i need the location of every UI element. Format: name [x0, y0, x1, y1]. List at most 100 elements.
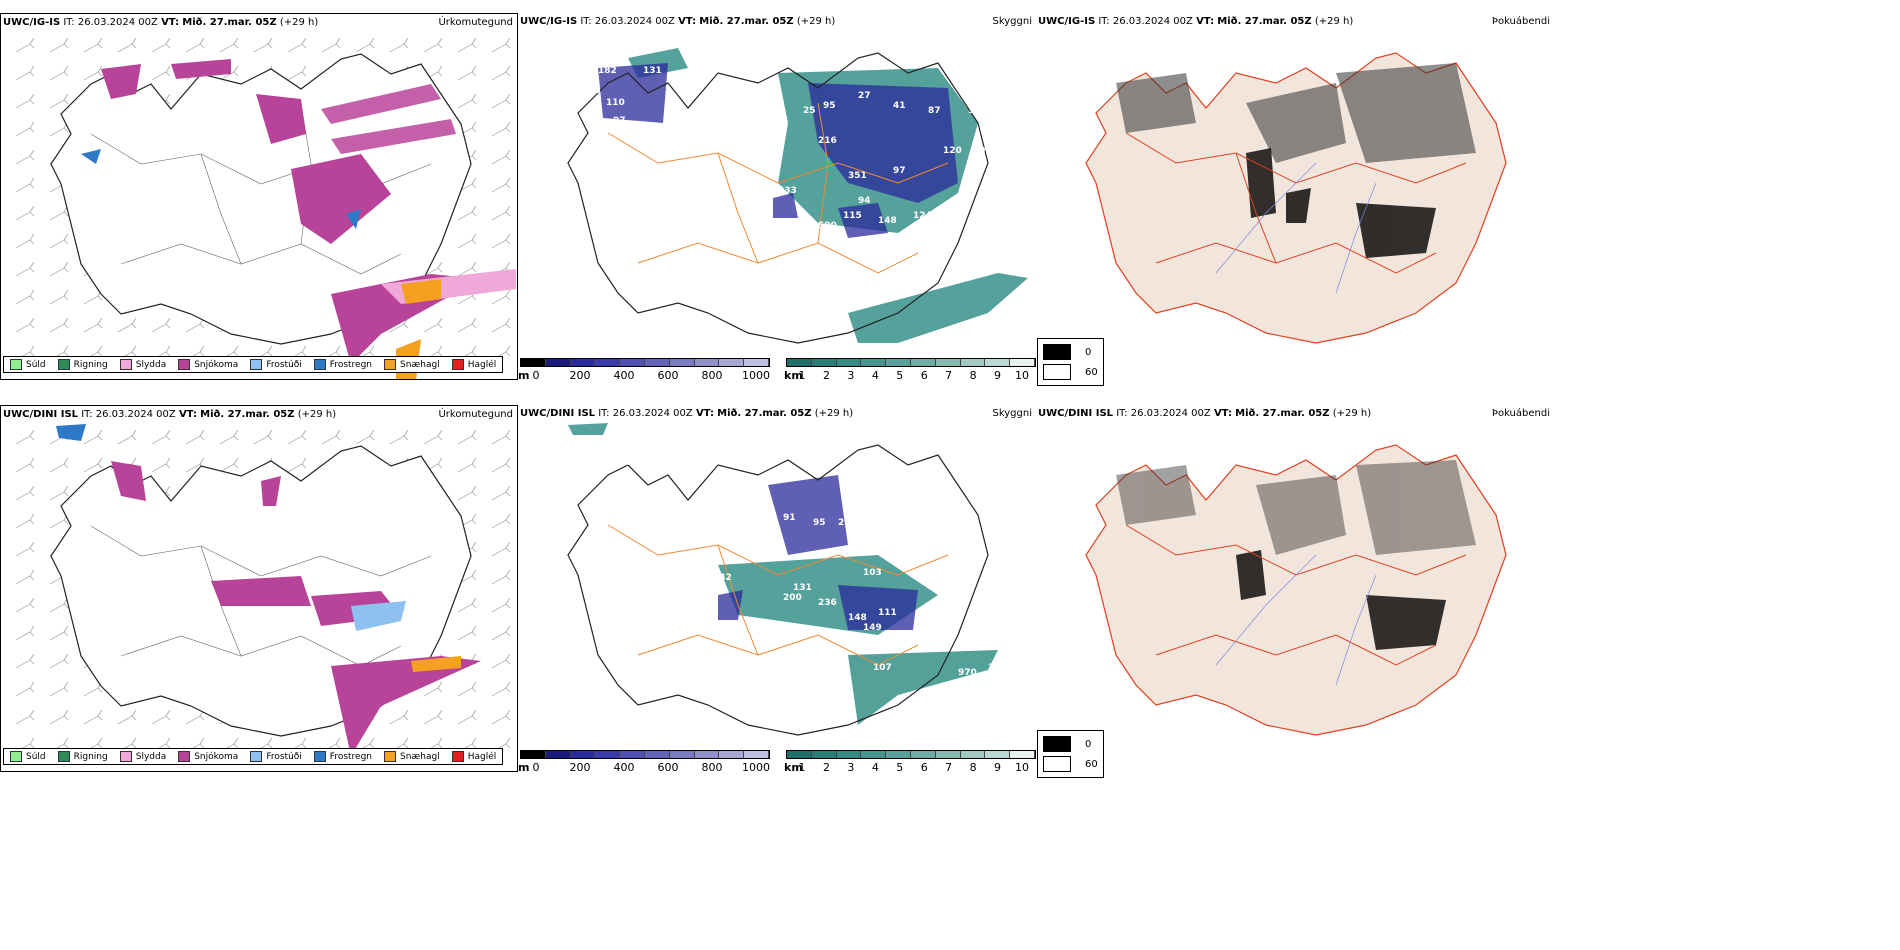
colorbar-tick: 400 [613, 761, 635, 772]
visibility-value-label: 97 [613, 116, 626, 126]
wind-barb [491, 289, 511, 305]
wind-barb [49, 65, 69, 81]
colorbar-bin [570, 359, 596, 366]
colorbar-bin [985, 751, 1011, 758]
visibility-panel-bottom: 158 91 95 22 204 827 742 131 200 236 103 148 111 69 14… [518, 405, 1036, 772]
legend-item: Súld [10, 359, 46, 370]
colorbar-bin [787, 359, 812, 366]
legend-swatch [384, 751, 397, 762]
wind-barb [49, 709, 69, 725]
colorbar-strip [786, 358, 1036, 367]
wind-barb [423, 681, 443, 697]
fog-map-top [1085, 52, 1507, 344]
legend-item: Frostúði [250, 751, 302, 762]
height-colorbar: m 0 200 400 600 800 1000 [518, 358, 770, 380]
wind-barb [219, 65, 239, 81]
colorbar-bin [644, 359, 670, 366]
colorbar-tick: 10 [1015, 761, 1029, 772]
rivers [1215, 162, 1377, 294]
wind-barb [457, 625, 477, 641]
panel-title: Úrkomutegund [438, 17, 513, 28]
legend-swatch [119, 751, 132, 762]
colorbar-tick: 600 [657, 761, 679, 772]
precip-type-panel-bottom: UWC/DINI ISL IT: 26.03.2024 00Z VT: Mið.… [0, 405, 518, 772]
legend-item: Rigning [57, 359, 108, 370]
colorbar-unit: m [518, 369, 530, 380]
visibility-value-label: 95 [823, 101, 836, 111]
wind-barb [49, 93, 69, 109]
panel-header: UWC/IG-IS IT: 26.03.2024 00Z VT: Mið. 27… [1038, 16, 1354, 27]
wind-barb [151, 37, 171, 53]
colorbar-bin [744, 359, 769, 366]
legend-swatch [10, 751, 22, 762]
colorbar-tick: 3 [847, 369, 855, 380]
wind-barb [151, 457, 171, 473]
panel-header: UWC/DINI ISL IT: 26.03.2024 00Z VT: Mið.… [3, 409, 337, 420]
visibility-value-label: 148 [848, 613, 867, 623]
visibility-value-label: 200 [783, 593, 802, 603]
wind-barb [491, 597, 511, 613]
visibility-value-label: 148 [878, 216, 897, 226]
colorbar-tick: 6 [920, 369, 928, 380]
wind-barb [287, 37, 307, 53]
wind-barb [491, 37, 511, 53]
freezing-areas [56, 424, 86, 441]
wind-barb [457, 65, 477, 81]
colorbar-tick: 400 [613, 369, 635, 380]
precip-type-map-bottom [15, 424, 511, 756]
colorbar-bin [644, 751, 670, 758]
wind-barb [219, 429, 239, 445]
wind-barb [491, 149, 511, 165]
wind-barb [185, 317, 205, 333]
colorbar-bin [620, 751, 645, 758]
wind-barb [15, 709, 35, 725]
wind-barb [49, 37, 69, 53]
fog-legend-swatch [1043, 736, 1071, 752]
legend-item: Snæhagl [384, 359, 440, 370]
wind-barb [83, 709, 103, 725]
wind-barb [491, 121, 511, 137]
colorbar-strip [520, 358, 770, 367]
visibility-colorbar: km 1 2 3 4 5 6 7 8 9 10 [784, 750, 1036, 772]
colorbar-bin [620, 359, 645, 366]
wind-barb [491, 457, 511, 473]
colorbar-bin [861, 359, 887, 366]
colorbar-unit: km [784, 761, 803, 772]
colorbar-bin [1010, 359, 1035, 366]
legend-swatch [384, 359, 397, 370]
wind-barb [49, 597, 69, 613]
wind-barb [49, 653, 69, 669]
panel-title: Skyggni [992, 16, 1032, 27]
wind-barb [219, 457, 239, 473]
wind-barb [15, 317, 35, 333]
panel-title: Skyggni [992, 408, 1032, 419]
colorbar-bin [595, 359, 621, 366]
precip-type-panel-top: UWC/IG-IS IT: 26.03.2024 00Z VT: Mið. 27… [0, 13, 518, 380]
visibility-value-label: 111 [878, 608, 897, 618]
visibility-value-label: 293 [973, 146, 992, 156]
wind-barb [15, 177, 35, 193]
colorbar-strip [520, 750, 770, 759]
colorbar-bin [836, 751, 862, 758]
colorbar-tick: 7 [945, 761, 953, 772]
wind-barb [151, 317, 171, 333]
wind-barb [355, 429, 375, 445]
legend-item: Frostregn [313, 751, 372, 762]
legend-swatch [10, 359, 22, 370]
legend-swatch [313, 359, 326, 370]
wind-barb [117, 709, 137, 725]
colorbar-bin [669, 359, 695, 366]
visibility-value-label: 351 [848, 171, 867, 181]
legend-label: Súld [26, 751, 46, 762]
colorbar-bin [985, 359, 1011, 366]
wind-barb [49, 121, 69, 137]
visibility-value-label: 95 [813, 518, 826, 528]
wind-barb [15, 37, 35, 53]
wind-barb [15, 205, 35, 221]
wind-barb [457, 177, 477, 193]
colorbar-bin [910, 359, 936, 366]
freezing-areas [81, 149, 361, 229]
legend-label: Snæhagl [400, 751, 440, 762]
fog-index-areas [1116, 63, 1476, 163]
